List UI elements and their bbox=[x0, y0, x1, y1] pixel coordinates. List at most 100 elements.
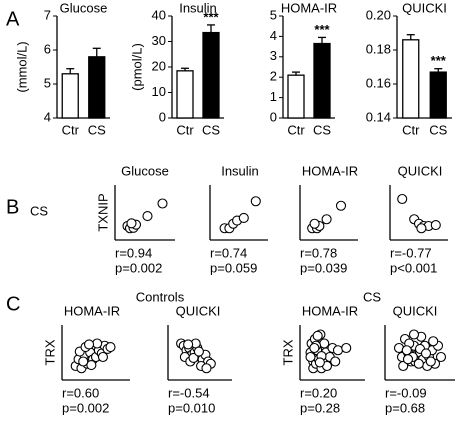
y-tick-label: 7 bbox=[44, 7, 51, 22]
point bbox=[83, 339, 95, 350]
stat-label: p=0.010 bbox=[168, 400, 215, 415]
point bbox=[183, 339, 194, 350]
bar bbox=[287, 74, 305, 119]
row-label: CS bbox=[30, 203, 48, 218]
y-tick-label: 20 bbox=[152, 58, 166, 73]
stat-label: p<0.001 bbox=[390, 260, 437, 275]
point bbox=[413, 358, 424, 369]
point bbox=[321, 214, 332, 225]
chart-title: QUICKI bbox=[398, 163, 443, 178]
point bbox=[420, 348, 432, 359]
point bbox=[312, 330, 323, 341]
y-axis-label: (mmol/L) bbox=[14, 41, 29, 92]
point bbox=[397, 193, 408, 205]
y-tick-label: 0.20 bbox=[366, 7, 391, 22]
point bbox=[305, 351, 316, 363]
stat-label: r=0.60 bbox=[62, 385, 99, 400]
point bbox=[126, 218, 137, 229]
x-tick-label: CS bbox=[88, 122, 106, 137]
panel-label: C bbox=[6, 293, 20, 315]
y-tick-label: 0 bbox=[270, 109, 277, 124]
point bbox=[157, 198, 168, 209]
point bbox=[341, 342, 352, 354]
group-label: Controls bbox=[136, 289, 185, 304]
y-tick-label: 10 bbox=[152, 84, 166, 99]
bar bbox=[88, 56, 106, 119]
y-tick-label: 30 bbox=[152, 33, 166, 48]
point bbox=[309, 218, 320, 229]
chart-title: HOMA-IR bbox=[281, 0, 337, 15]
point bbox=[78, 356, 89, 367]
y-tick-label: 40 bbox=[152, 7, 166, 22]
y-tick-label: 0 bbox=[159, 109, 166, 124]
chart-title: HOMA-IR bbox=[64, 303, 120, 318]
x-tick-label: Ctr bbox=[176, 122, 194, 137]
point bbox=[92, 338, 103, 349]
chart-title: HOMA-IR bbox=[302, 163, 358, 178]
panel-label: A bbox=[6, 8, 20, 30]
group-label: CS bbox=[363, 289, 381, 304]
chart-title: QUICKI bbox=[402, 0, 447, 15]
point bbox=[250, 196, 261, 207]
bar bbox=[202, 31, 220, 119]
point bbox=[408, 329, 420, 340]
panel-label: B bbox=[6, 196, 19, 218]
y-tick-label: 1 bbox=[270, 89, 277, 104]
stat-label: p=0.28 bbox=[300, 400, 340, 415]
chart-title: HOMA-IR bbox=[302, 303, 358, 318]
point bbox=[402, 354, 414, 365]
bar bbox=[176, 70, 194, 119]
point bbox=[335, 200, 347, 211]
y-tick-label: 3 bbox=[270, 48, 277, 63]
stat-label: r=-0.54 bbox=[168, 385, 210, 400]
chart-title: Insulin bbox=[221, 163, 259, 178]
x-tick-label: Ctr bbox=[402, 122, 420, 137]
point bbox=[430, 220, 441, 231]
chart-title: Insulin bbox=[179, 0, 217, 15]
point bbox=[188, 352, 199, 363]
y-tick-label: 6 bbox=[44, 41, 51, 56]
y-tick-label: 5 bbox=[44, 75, 51, 90]
point bbox=[201, 363, 212, 374]
stat-label: r=-0.77 bbox=[390, 245, 432, 260]
significance: *** bbox=[431, 53, 447, 68]
y-axis-label: TRX bbox=[280, 339, 295, 365]
y-tick-label: 0.18 bbox=[366, 41, 391, 56]
chart-title: QUICKI bbox=[393, 303, 438, 318]
point bbox=[314, 357, 325, 368]
point bbox=[319, 338, 330, 349]
stat-label: p=0.059 bbox=[210, 260, 257, 275]
y-tick-label: 0.14 bbox=[366, 109, 391, 124]
x-tick-label: Ctr bbox=[287, 122, 305, 137]
point bbox=[142, 211, 153, 222]
chart-title: Glucose bbox=[60, 0, 108, 15]
stat-label: p=0.68 bbox=[385, 400, 425, 415]
x-tick-label: CS bbox=[313, 122, 331, 137]
point bbox=[425, 356, 436, 367]
point bbox=[193, 346, 204, 357]
y-axis-label: TXNIP bbox=[95, 193, 110, 231]
stat-label: p=0.002 bbox=[115, 260, 162, 275]
chart-title: Glucose bbox=[121, 163, 169, 178]
point bbox=[309, 342, 320, 354]
stat-label: r=0.94 bbox=[115, 245, 152, 260]
y-tick-label: 0.16 bbox=[366, 75, 391, 90]
y-tick-label: 5 bbox=[270, 7, 277, 22]
stat-label: r=0.78 bbox=[300, 245, 337, 260]
y-axis-label: (pmol/L) bbox=[129, 43, 144, 91]
y-tick-label: 4 bbox=[270, 28, 277, 43]
stat-label: p=0.002 bbox=[62, 400, 109, 415]
bar bbox=[313, 42, 331, 119]
stat-label: p=0.039 bbox=[300, 260, 347, 275]
point bbox=[332, 345, 344, 356]
chart-title: QUICKI bbox=[176, 303, 221, 318]
stat-label: r=0.20 bbox=[300, 385, 337, 400]
point bbox=[398, 360, 409, 372]
point bbox=[428, 336, 439, 347]
y-tick-label: 4 bbox=[44, 109, 51, 124]
y-axis-label: TRX bbox=[42, 339, 57, 365]
bar bbox=[402, 39, 420, 119]
point bbox=[105, 342, 116, 353]
point bbox=[416, 223, 427, 234]
